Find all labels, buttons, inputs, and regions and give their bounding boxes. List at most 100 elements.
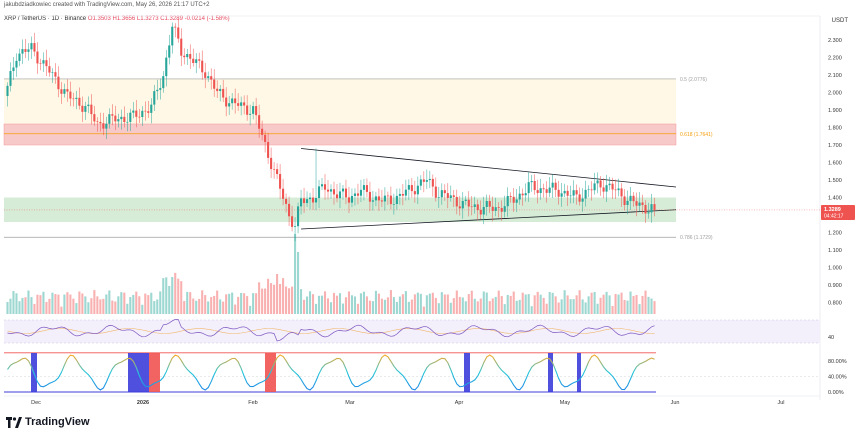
volume-bar	[596, 303, 599, 314]
volume-bar	[204, 295, 207, 314]
candle-body	[45, 60, 48, 67]
volume-bar	[129, 297, 132, 314]
volume-bar	[147, 295, 150, 314]
last-price-tag	[821, 204, 855, 220]
chart-credit: jakubdziadkowiec created with TradingVie…	[4, 2, 210, 8]
candle-body	[449, 195, 452, 198]
candle-body	[503, 206, 506, 212]
volume-bar	[641, 295, 644, 314]
candle-body	[261, 128, 264, 135]
candle-body	[308, 197, 312, 200]
volume-bar	[159, 291, 162, 314]
volume-bar	[108, 290, 111, 314]
volume-bar	[87, 302, 90, 314]
candle-body	[207, 76, 210, 78]
volume-bar	[389, 290, 392, 314]
candle-body	[276, 169, 279, 175]
volume-bar	[42, 291, 45, 314]
candle-body	[455, 196, 458, 207]
candle-body	[39, 63, 42, 65]
volume-bar	[171, 277, 174, 314]
candle-body	[362, 185, 365, 190]
candle-body	[416, 185, 419, 195]
candle-body	[66, 89, 69, 92]
candle-body	[141, 110, 144, 117]
candle-body	[69, 91, 72, 99]
candle-body	[54, 72, 57, 77]
stoch-signal-band	[548, 353, 553, 392]
tradingview-logo[interactable]: TradingView	[6, 416, 90, 428]
volume-bar	[162, 278, 165, 314]
candle-body	[174, 26, 177, 28]
volume-bar	[347, 291, 351, 314]
candle-body	[144, 110, 147, 112]
candle-body	[189, 54, 192, 59]
candle-body	[246, 105, 249, 115]
volume-bar	[150, 292, 153, 314]
volume-bar	[530, 306, 533, 314]
candle-body	[365, 185, 368, 192]
candle-body	[356, 193, 360, 196]
candle-body	[575, 190, 578, 195]
candle-body	[326, 189, 330, 192]
candle-body	[548, 187, 551, 193]
candle-body	[317, 186, 321, 199]
volume-bar	[75, 303, 78, 314]
volume-bar	[195, 300, 198, 314]
candle-body	[9, 71, 12, 86]
currency-label: USDT	[831, 18, 848, 24]
candle-body	[371, 200, 374, 202]
price-tick-label: 1.600	[828, 161, 842, 167]
volume-bar	[353, 296, 357, 314]
candle-body	[27, 49, 30, 52]
time-tick-label: Dec	[31, 400, 41, 406]
candle-body	[587, 189, 590, 191]
volume-bar	[536, 291, 539, 314]
candle-body	[36, 51, 39, 64]
volume-bar	[255, 293, 258, 314]
candle-body	[422, 179, 425, 182]
candle-body	[42, 60, 45, 64]
volume-bar	[488, 301, 491, 314]
candle-body	[243, 102, 246, 106]
volume-bar	[126, 303, 129, 314]
time-tick-label: Jun	[671, 400, 680, 406]
candle-body	[407, 185, 410, 190]
volume-bar	[267, 278, 270, 314]
candle-body	[48, 66, 51, 73]
last-price-countdown: 04:42:17	[824, 213, 844, 219]
candle-body	[581, 198, 584, 202]
volume-bar	[30, 297, 33, 314]
volume-bar	[350, 295, 354, 314]
price-tick-label: 1.700	[828, 143, 842, 149]
volume-bar	[560, 299, 563, 314]
volume-bar	[479, 298, 482, 314]
volume-bar	[207, 301, 210, 314]
candle-body	[506, 195, 509, 207]
candle-body	[332, 189, 336, 195]
candle-body	[635, 201, 638, 206]
candle-body	[467, 199, 470, 207]
candle-body	[138, 116, 141, 118]
price-tick-label: 2.300	[828, 38, 842, 44]
volume-bar	[132, 294, 135, 314]
candle-body	[24, 49, 27, 52]
candle-body	[150, 104, 153, 113]
volume-bar	[482, 291, 485, 314]
rsi-tick-label: 40	[828, 335, 834, 341]
candle-body	[494, 207, 497, 211]
candle-body	[413, 191, 416, 195]
stoch-signal-band	[464, 353, 470, 392]
candle-body	[320, 184, 324, 187]
symbol-legend: XRP / TetherUS · 1D · Binance O1.3503 H1…	[4, 16, 230, 22]
candle-body	[120, 116, 123, 120]
candle-body	[231, 98, 234, 104]
price-tick-label: 1.800	[828, 126, 842, 132]
volume-bar	[96, 296, 99, 314]
volume-bar	[590, 292, 593, 314]
price-tick-label: 2.100	[828, 73, 842, 79]
candle-body	[551, 182, 554, 188]
volume-bar	[581, 299, 584, 314]
volume-bar	[356, 303, 360, 314]
